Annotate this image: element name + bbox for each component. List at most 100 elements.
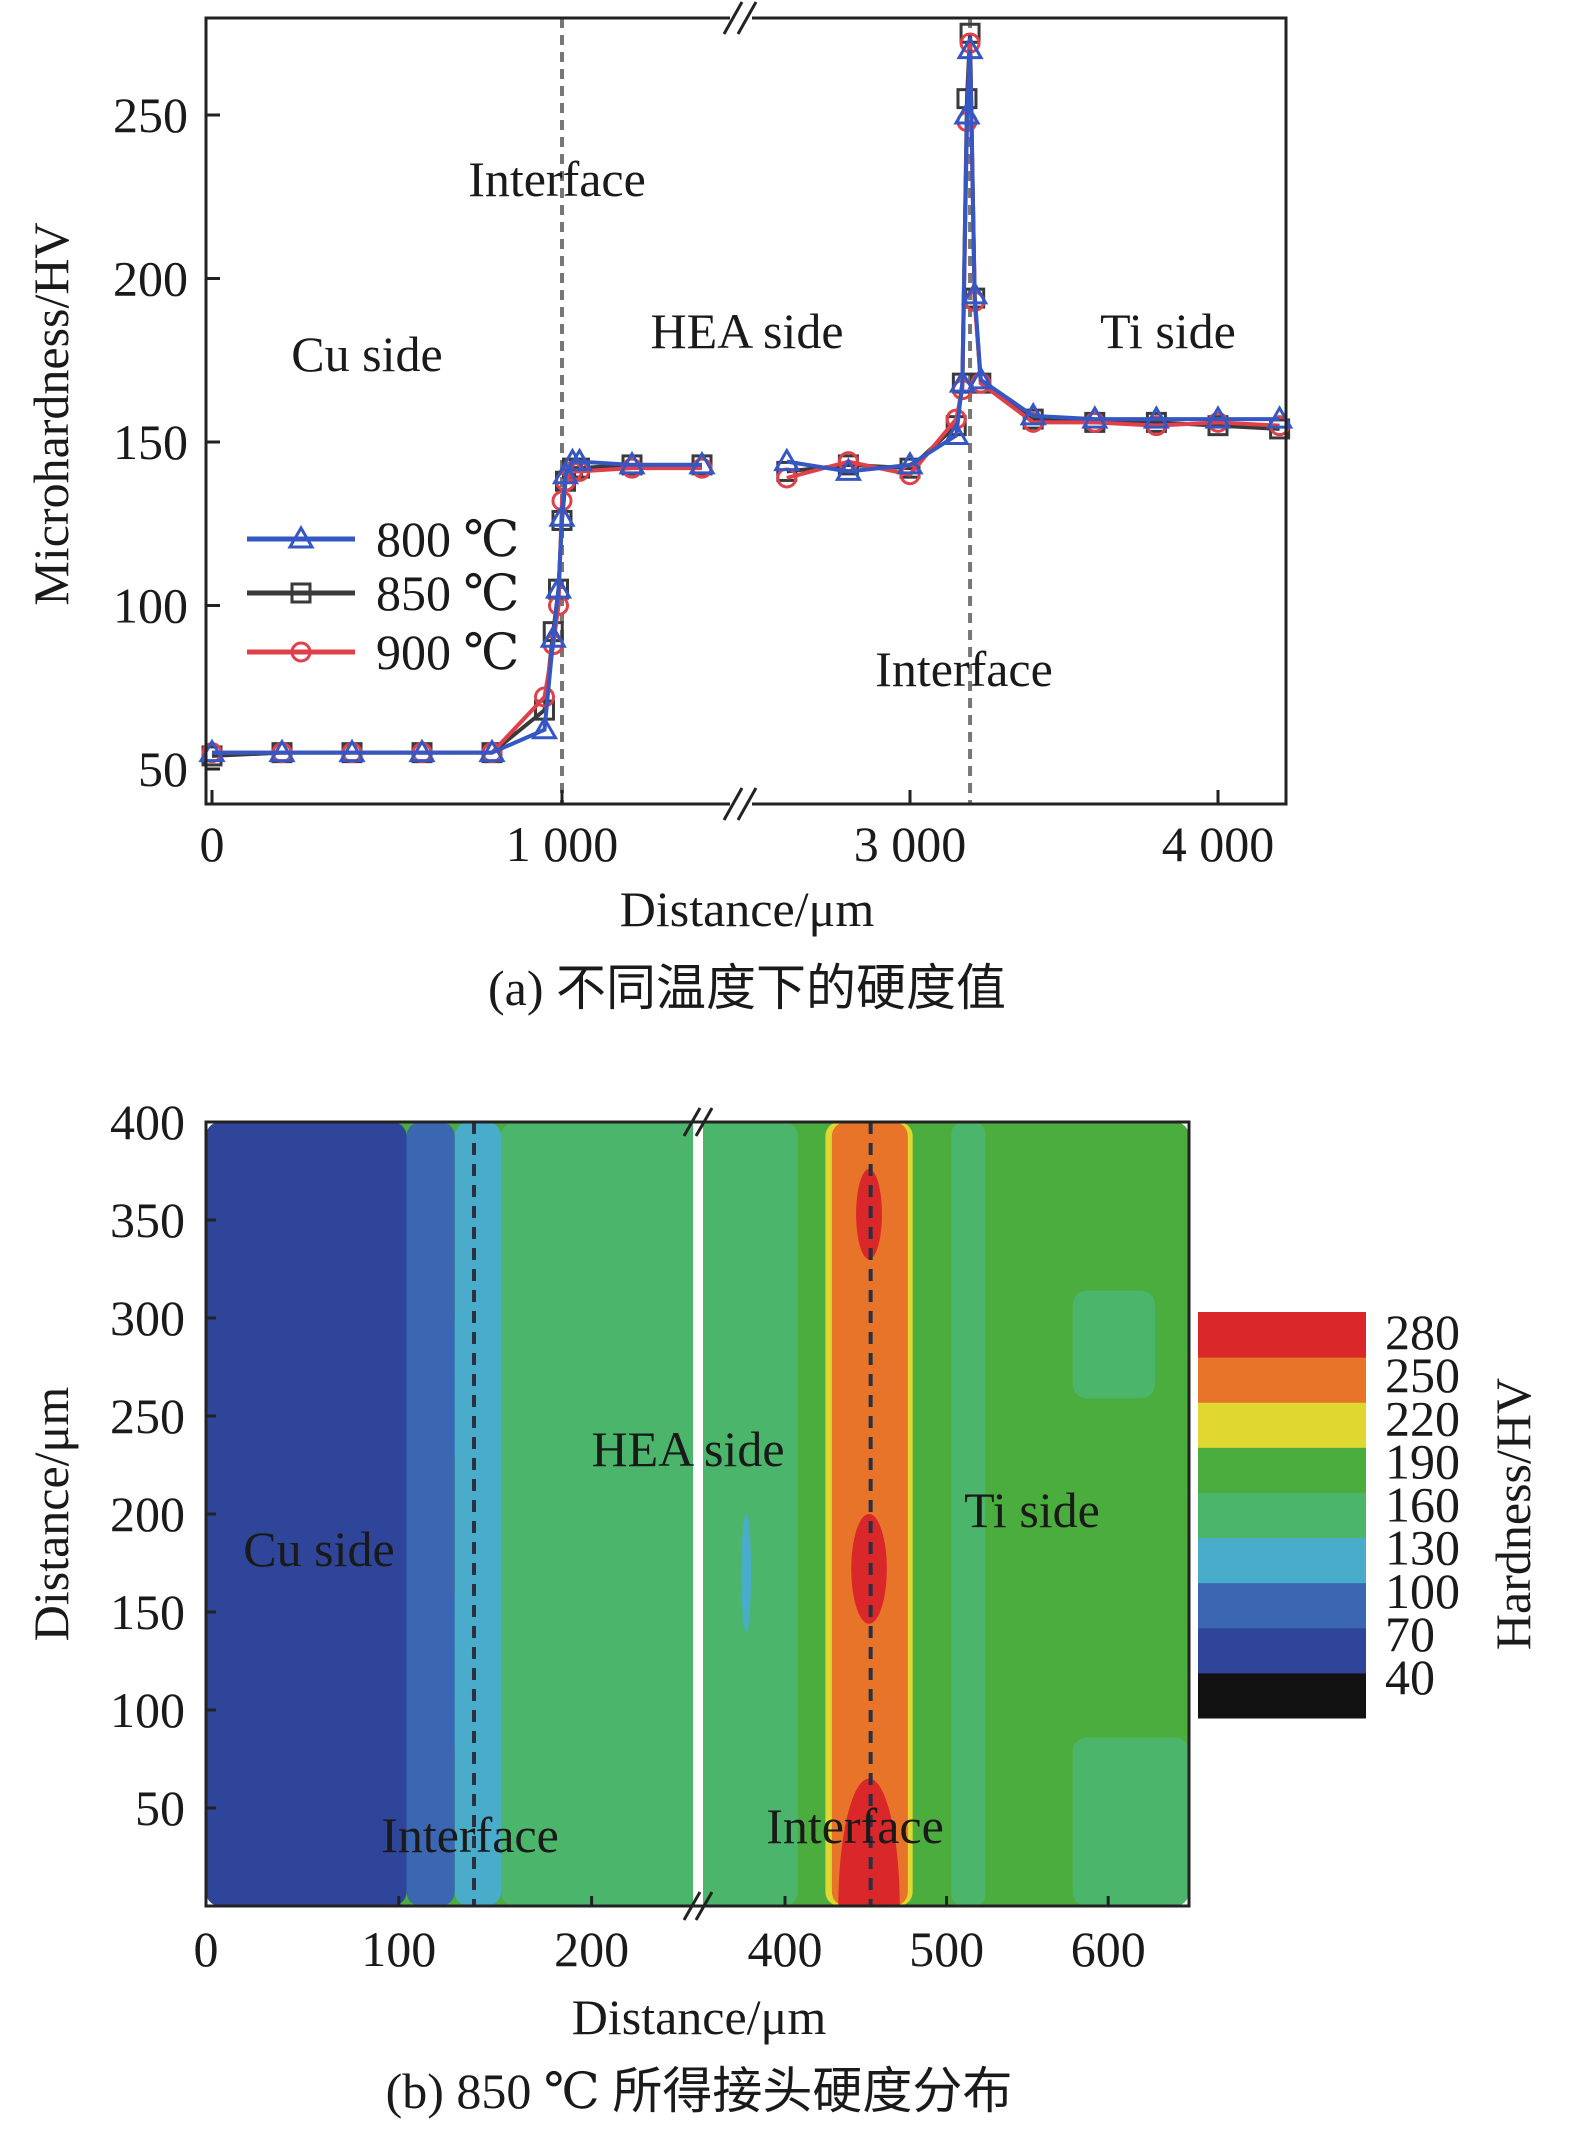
y-tick-label: 350 — [110, 1192, 185, 1248]
legend-label: 800 ℃ — [376, 511, 519, 567]
colorbar-band — [1198, 1627, 1366, 1674]
axis-break-mark — [682, 1107, 702, 1137]
axis-break-mark — [736, 1, 758, 35]
contour-region — [206, 1122, 407, 1906]
axis-break-gap — [730, 800, 752, 808]
x-tick-label: 200 — [554, 1921, 629, 1977]
data-point — [773, 447, 801, 472]
axis-break-band — [693, 1122, 703, 1906]
data-point — [953, 101, 981, 125]
legend-marker-triangle — [287, 525, 315, 549]
y-axis-label: Microhardness/HV — [23, 222, 79, 605]
data-point — [688, 450, 716, 475]
chart-a: 50 100 150 200 250 0 1 000 3 000 4 000 Interface… — [23, 1, 1294, 1016]
colorbar-label: Hardness/HV — [1485, 1378, 1541, 1650]
data-point — [948, 369, 976, 393]
colorbar-tick-label: 40 — [1385, 1649, 1435, 1705]
contour-region — [1072, 1290, 1156, 1399]
y-axis-label: Distance/μm — [23, 1387, 79, 1642]
y-tick-label: 150 — [113, 414, 188, 470]
annotation-interface-right: Interface — [766, 1798, 944, 1854]
data-point — [551, 460, 580, 485]
data-point — [961, 280, 989, 305]
axis-break-mark — [694, 1107, 714, 1137]
data-point — [338, 738, 366, 763]
colorbar-tick-label: 100 — [1385, 1563, 1460, 1619]
data-point — [967, 365, 995, 390]
colorbar-tick-label: 160 — [1385, 1477, 1460, 1533]
x-tick-label: 600 — [1071, 1921, 1146, 1977]
heatmap — [206, 1122, 1189, 1906]
series-line-triangle — [212, 49, 1280, 755]
data-point — [959, 22, 981, 44]
colorbar-tick-label: 70 — [1385, 1606, 1435, 1662]
contour-region — [454, 1122, 501, 1906]
y-tick-label: 150 — [110, 1584, 185, 1640]
axis-break-mark — [722, 1, 744, 35]
data-point — [1142, 405, 1171, 429]
annotation-hea-side: HEA side — [591, 1421, 784, 1477]
contour-region — [406, 1122, 455, 1906]
legend-marker-circle — [290, 641, 312, 663]
caption-a: (a) 不同温度下的硬度值 — [488, 960, 1006, 1016]
data-point — [530, 715, 559, 740]
y-tick-label: 100 — [110, 1682, 185, 1738]
axis-break-mark — [722, 787, 744, 821]
plot-frame — [204, 16, 1288, 806]
annotation-interface-left: Interface — [381, 1807, 559, 1863]
y-tick-label: 200 — [110, 1486, 185, 1542]
x-tick-label: 0 — [194, 1921, 219, 1977]
data-point — [1204, 405, 1232, 429]
y-tick-label: 100 — [113, 578, 188, 634]
colorbar-band — [1198, 1672, 1366, 1719]
chart-a-axes: 50 100 150 200 250 0 1 000 3 000 4 000 — [113, 1, 1288, 872]
y-tick-label: 50 — [138, 741, 188, 797]
axis-break-mark — [694, 1891, 714, 1921]
x-tick-label: 1 000 — [506, 816, 619, 872]
data-point — [544, 575, 573, 599]
data-point — [1081, 405, 1109, 429]
x-tick-label: 0 — [200, 816, 225, 872]
y-tick-label: 250 — [110, 1388, 185, 1444]
data-point — [408, 738, 436, 763]
annotation-ti-side: Ti side — [964, 1482, 1100, 1538]
annotation-ti-side: Ti side — [1100, 303, 1236, 359]
annotation-cu-side: Cu side — [243, 1521, 394, 1577]
legend-label: 850 ℃ — [376, 565, 519, 621]
colorbar-band — [1198, 1402, 1366, 1448]
axis-break-mark — [682, 1891, 702, 1921]
contour-region — [1072, 1737, 1189, 1906]
data-point — [539, 624, 567, 648]
y-tick-label: 400 — [110, 1094, 185, 1150]
data-point — [565, 447, 594, 472]
data-point — [534, 686, 555, 708]
colorbar-tick-label: 220 — [1385, 1390, 1460, 1446]
annotation-cu-side: Cu side — [291, 326, 442, 382]
colorbar-tick-label: 280 — [1385, 1304, 1460, 1360]
y-tick-label: 50 — [135, 1780, 185, 1836]
colorbar-tick-label: 250 — [1385, 1347, 1460, 1403]
data-point — [268, 738, 296, 763]
x-tick-label: 500 — [909, 1921, 984, 1977]
legend-label: 900 ℃ — [376, 624, 519, 680]
contour-region — [831, 1122, 908, 1906]
x-tick-label: 100 — [361, 1921, 436, 1977]
contour-region — [500, 1122, 798, 1906]
series-line-square — [211, 33, 1280, 758]
axis-break-mark — [736, 787, 758, 821]
y-tick-label: 300 — [110, 1290, 185, 1346]
annotation-hea-side: HEA side — [650, 303, 843, 359]
axis-break-gap — [730, 14, 752, 22]
x-tick-label: 400 — [748, 1921, 823, 1977]
colorbar-band — [1198, 1312, 1366, 1358]
data-point — [942, 421, 970, 445]
colorbar-band — [1198, 1537, 1366, 1584]
data-point — [956, 35, 984, 60]
x-tick-label: 3 000 — [854, 816, 967, 872]
annotation-interface-left: Interface — [468, 151, 646, 207]
x-axis-label: Distance/μm — [620, 881, 875, 937]
colorbar-band — [1198, 1357, 1366, 1403]
